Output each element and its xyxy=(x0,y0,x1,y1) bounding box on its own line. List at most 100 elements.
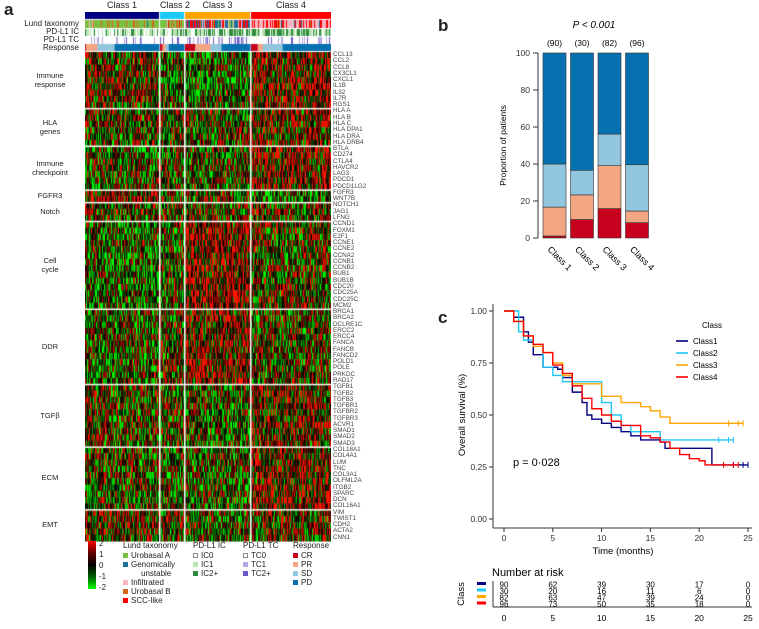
risk-row-color xyxy=(477,595,486,598)
gene-label: DCLRE1C xyxy=(333,320,363,328)
gene-label: SMAD1 xyxy=(333,427,355,435)
risk-row-color xyxy=(477,601,486,605)
gene-group-label-line: Immune xyxy=(36,71,64,81)
gene-label: IL1B xyxy=(333,82,346,90)
legend-label: Class1 xyxy=(693,337,718,346)
expression-heatmap xyxy=(85,12,331,542)
gene-label: CCNB1 xyxy=(333,257,355,265)
gene-group-label-line: genes xyxy=(39,127,61,137)
gene-label: COL4A1 xyxy=(333,452,358,460)
gene-group-label-line: TGFβ xyxy=(40,410,60,420)
survival-chart: 0.00 0.25 0.50 0.75 1.00 0 5 10 15 20 25 Time (mont… xyxy=(456,304,753,623)
y-tick-label: 80 xyxy=(521,85,531,95)
track-label: PD-L1 IC xyxy=(46,27,79,36)
gene-label: LFNG xyxy=(333,214,350,221)
gene-label: HLA DRA xyxy=(333,132,360,140)
class-label: Class 3 xyxy=(202,0,233,10)
gene-label: CCL2 xyxy=(333,57,350,65)
gene-label: ERCC4 xyxy=(333,333,355,341)
risk-x-tick-label: 10 xyxy=(597,613,607,623)
gene-label: CX3CL1 xyxy=(333,69,357,77)
gene-group-label-line: Notch xyxy=(40,206,60,216)
gene-label: HLA DPA1 xyxy=(333,126,363,134)
x-tick-label: Class 1 xyxy=(546,244,574,272)
gene-label: HLA C xyxy=(333,119,352,127)
gene-label: SMAD3 xyxy=(333,439,355,447)
gene-label: FANCD2 xyxy=(333,351,358,359)
legend-swatch xyxy=(193,562,198,568)
gene-group-label-8: ECM xyxy=(18,473,82,482)
legend-item: CR xyxy=(293,551,313,560)
x-tick-label: 15 xyxy=(646,533,656,543)
gene-label: PRKDC xyxy=(333,370,356,378)
gene-group-label-9: EMT xyxy=(18,520,82,529)
risk-count: 47 xyxy=(597,594,606,603)
risk-count: 11 xyxy=(646,587,655,596)
gene-label: WNT7B xyxy=(333,195,356,203)
y-tick-label: 0.25 xyxy=(470,462,487,472)
bar-segment-PR xyxy=(570,194,594,220)
bar-segment-PD xyxy=(570,52,594,171)
legend-label: PD xyxy=(301,578,313,587)
gene-label: BUB1B xyxy=(333,276,354,284)
risk-count: 0 xyxy=(746,600,751,609)
class-label: Class 1 xyxy=(106,0,137,10)
bar-segment-PR xyxy=(597,165,622,209)
legend-label: SD xyxy=(301,569,313,578)
risk-x-tick-label: 0 xyxy=(502,613,507,623)
bar-segment-SD xyxy=(570,169,594,196)
legend-swatch xyxy=(293,562,298,568)
risk-count: 39 xyxy=(646,594,655,603)
risk-count: 17 xyxy=(695,581,704,590)
gene-label: TWIST1 xyxy=(333,514,357,522)
track-label: PD-L1 TC xyxy=(43,35,79,44)
legend-item: TC2+ xyxy=(243,569,271,578)
gene-label: CTLA4 xyxy=(333,157,353,165)
legend-swatch xyxy=(293,553,298,559)
scale-tick: 2 xyxy=(99,539,104,548)
y-tick-label: 40 xyxy=(521,159,531,169)
response-bar-chart: P < 0.001 0 20 40 60 80 100 Proportion of patie… xyxy=(498,20,656,273)
chart-title: P < 0.001 xyxy=(573,20,616,31)
risk-count: 16 xyxy=(597,587,606,596)
gene-label: COL16A1 xyxy=(333,502,361,510)
gene-label: BTLA xyxy=(333,145,349,153)
risk-count: 0 xyxy=(746,581,751,590)
legend-title-ic: PD-L1 IC xyxy=(193,541,226,550)
legend-label: Class2 xyxy=(693,349,718,358)
gene-label: CCNA2 xyxy=(333,251,355,259)
legend-label: IC1 xyxy=(201,560,214,569)
x-axis-label: Time (months) xyxy=(593,546,654,557)
legend-title: Class xyxy=(702,321,722,330)
gene-label: LAG3 xyxy=(333,170,350,178)
gene-label: JAG1 xyxy=(333,207,349,215)
gene-label: HLA B xyxy=(333,113,351,121)
legend-item: PD xyxy=(293,578,312,587)
km-curve-Class1 xyxy=(504,310,748,466)
legend-item: TC0 xyxy=(243,551,266,560)
legend-item: IC2+ xyxy=(193,569,218,578)
gene-label: HAVCR2 xyxy=(333,163,359,171)
gene-label: TGFBR1 xyxy=(333,402,358,410)
gene-group-label-line: DDR xyxy=(41,341,59,351)
legend-label: TC2+ xyxy=(251,569,271,578)
gene-label: PDCD1 xyxy=(333,176,355,184)
y-tick-label: 0.75 xyxy=(470,358,487,368)
legend-swatch xyxy=(193,553,198,559)
risk-x-tick-label: 25 xyxy=(743,613,753,623)
bar-segment-PR xyxy=(542,206,567,237)
legend-swatch xyxy=(123,598,128,604)
y-tick-label: 0.50 xyxy=(470,410,487,420)
gene-group-label-line: Cell xyxy=(43,256,57,266)
gene-group-label-line: HLA xyxy=(42,118,58,128)
gene-label: CCNE1 xyxy=(333,239,355,247)
gene-label: CDH2 xyxy=(333,521,351,529)
gene-group-label-2: Immune checkpoint xyxy=(18,159,82,177)
gene-label: ACTA2 xyxy=(333,527,353,535)
legend-swatch xyxy=(243,562,248,568)
legend-label: CR xyxy=(301,551,313,560)
risk-count: 96 xyxy=(500,600,509,609)
gene-label: HLA A xyxy=(333,107,351,115)
risk-x-tick-label: 20 xyxy=(694,613,704,623)
